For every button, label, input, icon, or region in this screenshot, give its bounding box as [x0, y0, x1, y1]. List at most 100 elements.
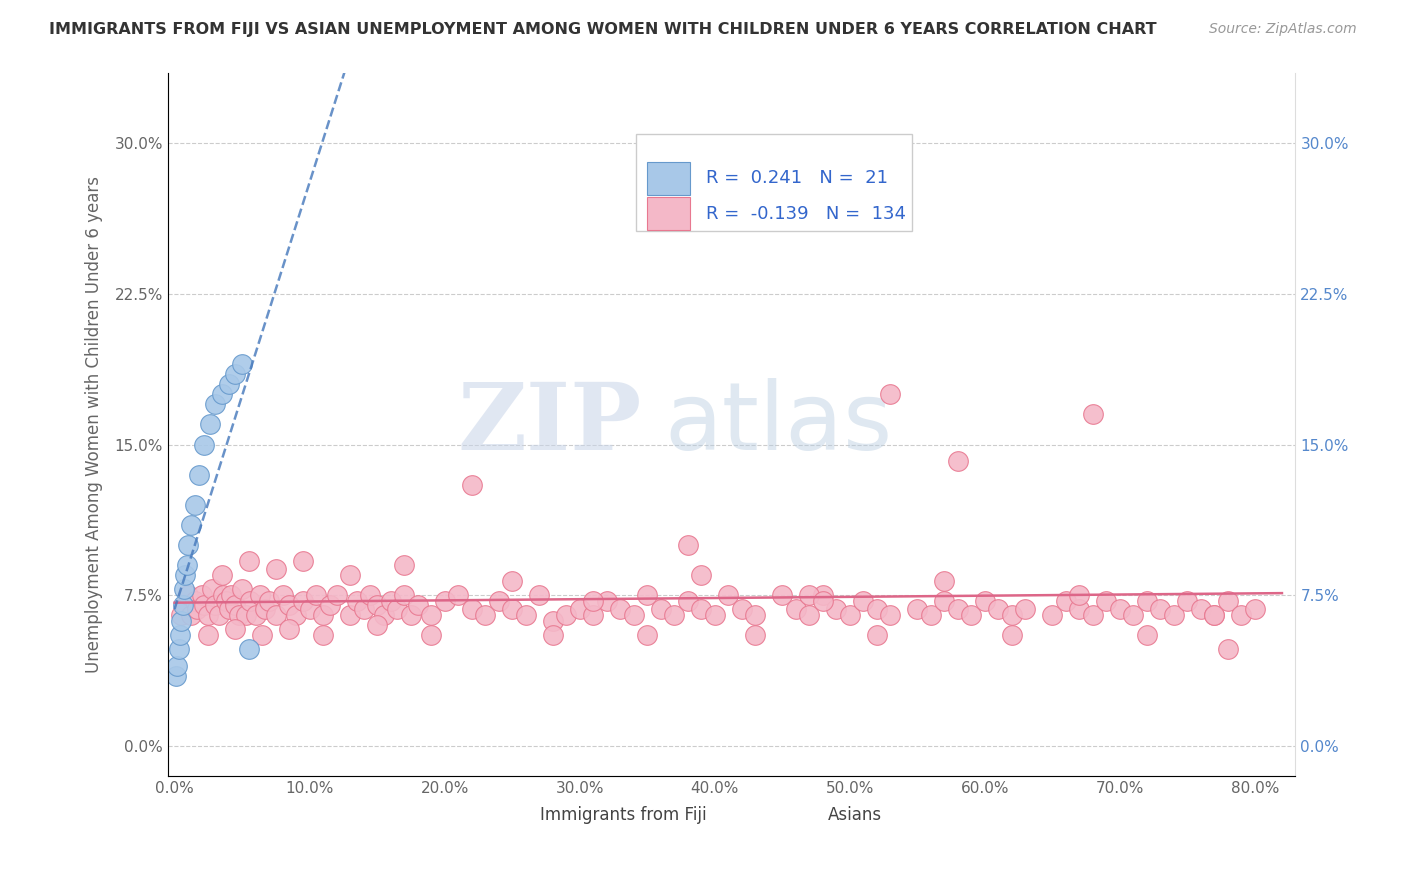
Point	[1204, 608, 1226, 623]
Point	[1040, 608, 1063, 623]
Point	[264, 562, 287, 576]
Point	[165, 668, 187, 682]
Point	[879, 608, 901, 623]
Point	[744, 628, 766, 642]
Point	[224, 623, 246, 637]
Point	[1204, 608, 1226, 623]
Point	[366, 618, 388, 632]
Point	[1136, 594, 1159, 608]
Point	[582, 608, 605, 623]
Point	[582, 594, 605, 608]
Point	[184, 498, 207, 512]
Point	[271, 588, 294, 602]
Point	[264, 608, 287, 623]
Point	[173, 582, 195, 597]
Text: Source: ZipAtlas.com: Source: ZipAtlas.com	[1209, 22, 1357, 37]
Point	[1054, 594, 1077, 608]
Point	[180, 517, 202, 532]
Point	[1189, 602, 1212, 616]
Point	[312, 628, 335, 642]
Point	[1001, 608, 1024, 623]
Point	[339, 568, 361, 582]
Point	[253, 602, 276, 616]
Point	[325, 588, 347, 602]
Point	[866, 602, 889, 616]
Point	[174, 599, 197, 613]
Bar	[647, 161, 690, 195]
Point	[676, 538, 699, 552]
Point	[609, 602, 631, 616]
Point	[811, 588, 834, 602]
Point	[433, 594, 456, 608]
Point	[811, 594, 834, 608]
Text: atlas: atlas	[664, 378, 893, 470]
Point	[278, 623, 301, 637]
Point	[690, 568, 713, 582]
Point	[291, 554, 314, 568]
Point	[212, 588, 235, 602]
Point	[180, 608, 202, 623]
Point	[186, 602, 208, 616]
Point	[770, 588, 793, 602]
Point	[1001, 628, 1024, 642]
Point	[703, 608, 725, 623]
Point	[1230, 608, 1253, 623]
Point	[1136, 628, 1159, 642]
Point	[278, 599, 301, 613]
Point	[905, 602, 928, 616]
Point	[1081, 608, 1104, 623]
Point	[973, 594, 995, 608]
Point	[353, 602, 375, 616]
Point	[1122, 608, 1144, 623]
Point	[366, 599, 388, 613]
Point	[474, 608, 496, 623]
Point	[1095, 594, 1118, 608]
Point	[239, 594, 262, 608]
Point	[184, 594, 207, 608]
Point	[193, 599, 215, 613]
Point	[177, 588, 200, 602]
Point	[1109, 602, 1132, 616]
Point	[744, 608, 766, 623]
Text: IMMIGRANTS FROM FIJI VS ASIAN UNEMPLOYMENT AMONG WOMEN WITH CHILDREN UNDER 6 YEA: IMMIGRANTS FROM FIJI VS ASIAN UNEMPLOYME…	[49, 22, 1157, 37]
Point	[170, 608, 193, 623]
Point	[169, 628, 191, 642]
Point	[238, 642, 260, 657]
Text: ZIP: ZIP	[457, 379, 641, 469]
Point	[934, 594, 956, 608]
Text: R =  -0.139   N =  134: R = -0.139 N = 134	[706, 204, 905, 223]
Point	[387, 602, 409, 616]
Point	[167, 642, 190, 657]
Point	[211, 387, 233, 401]
Point	[319, 599, 342, 613]
Point	[218, 602, 240, 616]
Point	[650, 602, 672, 616]
Text: Immigrants from Fiji: Immigrants from Fiji	[540, 806, 707, 824]
Point	[298, 602, 321, 616]
Point	[527, 588, 550, 602]
Point	[934, 574, 956, 589]
Point	[460, 477, 482, 491]
Point	[224, 599, 246, 613]
Point	[166, 658, 188, 673]
Point	[920, 608, 942, 623]
Point	[1081, 408, 1104, 422]
Point	[392, 558, 415, 573]
Point	[1244, 602, 1267, 616]
Bar	[787, 805, 820, 825]
Point	[799, 588, 821, 602]
Point	[305, 588, 328, 602]
Point	[211, 568, 233, 582]
Point	[1014, 602, 1036, 616]
Point	[312, 608, 335, 623]
Point	[201, 582, 224, 597]
Point	[1163, 608, 1185, 623]
Point	[717, 588, 740, 602]
Point	[541, 615, 564, 629]
Point	[339, 608, 361, 623]
Point	[238, 554, 260, 568]
Point	[460, 602, 482, 616]
Point	[177, 538, 200, 552]
Point	[946, 602, 969, 616]
Point	[866, 628, 889, 642]
